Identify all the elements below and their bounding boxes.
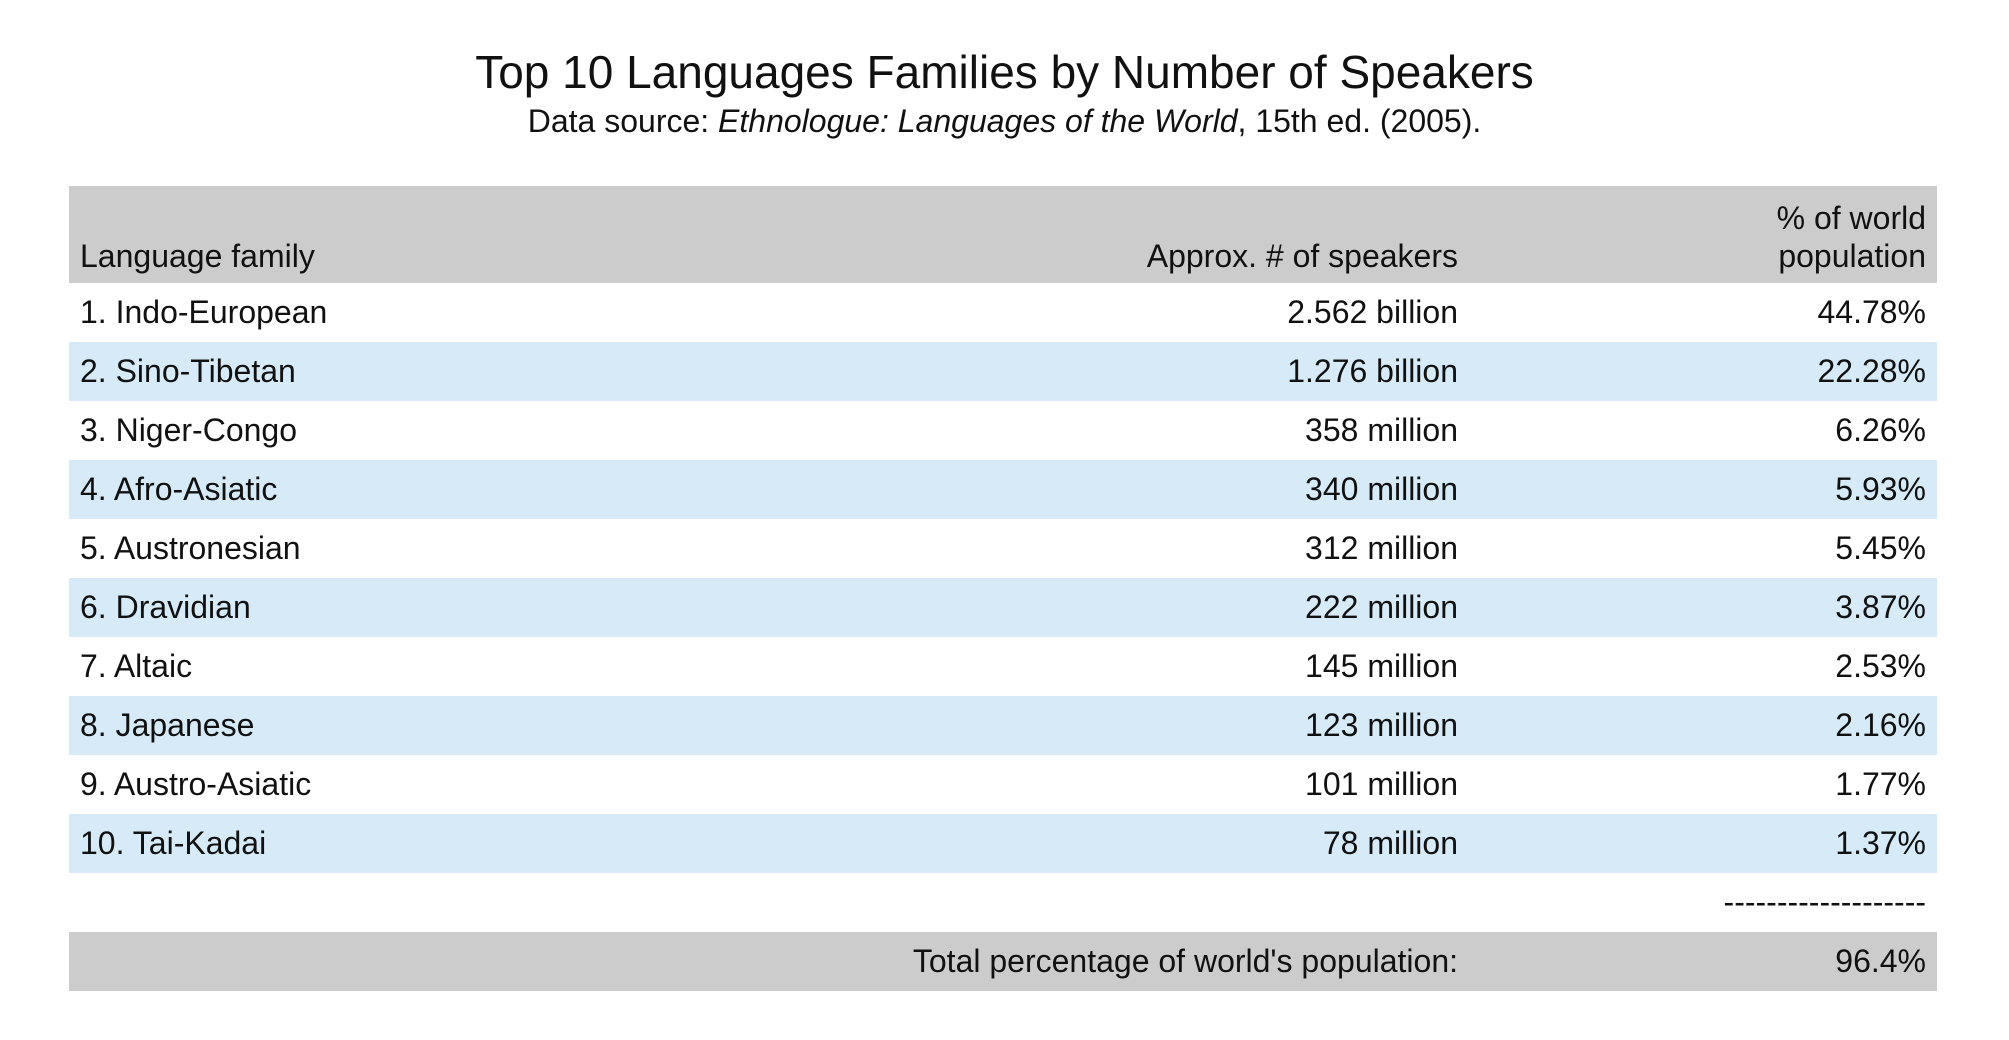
family-cell: 5. Austronesian <box>80 530 301 566</box>
total-row: Total percentage of world's population: … <box>69 932 1937 991</box>
table-row: 2. Sino-Tibetan 1.276 billion 22.28% <box>69 342 1937 401</box>
table-header-row: Language family Approx. # of speakers % … <box>69 186 1937 283</box>
percent-cell: 2.16% <box>1835 707 1926 743</box>
header-language-family: Language family <box>80 238 315 274</box>
table-row: 6. Dravidian 222 million 3.87% <box>69 578 1937 637</box>
speakers-cell: 358 million <box>1305 412 1458 448</box>
family-cell: 7. Altaic <box>80 648 193 684</box>
speakers-cell: 312 million <box>1305 530 1458 566</box>
table-row: 10. Tai-Kadai 78 million 1.37% <box>69 814 1937 873</box>
table-row: 5. Austronesian 312 million 5.45% <box>69 519 1937 578</box>
speakers-cell: 78 million <box>1322 825 1458 861</box>
table-row: 1. Indo-European 2.562 billion 44.78% <box>69 283 1937 342</box>
percent-cell: 3.87% <box>1835 589 1926 625</box>
header-percent: % of world population <box>1469 199 1937 275</box>
percent-cell: 6.26% <box>1835 412 1926 448</box>
family-cell: 2. Sino-Tibetan <box>80 353 296 389</box>
header-speakers: Approx. # of speakers <box>1146 238 1458 274</box>
speakers-cell: 145 million <box>1305 648 1458 684</box>
percent-cell: 2.53% <box>1835 648 1926 684</box>
percent-cell: 5.93% <box>1835 471 1926 507</box>
speakers-cell: 222 million <box>1305 589 1458 625</box>
table-row: 8. Japanese 123 million 2.16% <box>69 696 1937 755</box>
family-cell: 9. Austro-Asiatic <box>80 766 312 802</box>
family-cell: 10. Tai-Kadai <box>80 825 267 861</box>
speakers-cell: 2.562 billion <box>1287 294 1458 330</box>
data-source-subtitle: Data source: Ethnologue: Languages of th… <box>0 101 2009 141</box>
family-cell: 4. Afro-Asiatic <box>80 471 278 507</box>
table-row: 7. Altaic 145 million 2.53% <box>69 637 1937 696</box>
percent-cell: 22.28% <box>1817 353 1926 389</box>
speakers-cell: 1.276 billion <box>1287 353 1458 389</box>
percent-cell: 5.45% <box>1835 530 1926 566</box>
percent-cell: 1.37% <box>1835 825 1926 861</box>
subtitle-prefix: Data source: <box>527 103 719 139</box>
table-row: 3. Niger-Congo 358 million 6.26% <box>69 401 1937 460</box>
page-title: Top 10 Languages Families by Number of S… <box>475 46 1534 98</box>
family-cell: 3. Niger-Congo <box>80 412 297 448</box>
separator-row: ------------------- <box>69 873 1937 932</box>
subtitle-source-title: Ethnologue: Languages of the World <box>718 103 1238 139</box>
speakers-cell: 123 million <box>1305 707 1458 743</box>
header-percent-line1: % of world <box>1776 200 1926 236</box>
family-cell: 6. Dravidian <box>80 589 251 625</box>
speakers-cell: 101 million <box>1305 766 1458 802</box>
total-value: 96.4% <box>1835 943 1926 979</box>
family-cell: 1. Indo-European <box>80 294 328 330</box>
percent-cell: 1.77% <box>1835 766 1926 802</box>
percent-cell: 44.78% <box>1817 294 1926 330</box>
table-row: 9. Austro-Asiatic 101 million 1.77% <box>69 755 1937 814</box>
language-families-table: Language family Approx. # of speakers % … <box>69 186 1937 991</box>
total-label: Total percentage of world's population: <box>912 943 1458 979</box>
family-cell: 8. Japanese <box>80 707 255 743</box>
separator-dashes: ------------------- <box>1723 884 1926 920</box>
speakers-cell: 340 million <box>1305 471 1458 507</box>
table-row: 4. Afro-Asiatic 340 million 5.93% <box>69 460 1937 519</box>
header-percent-line2: population <box>1778 238 1926 274</box>
subtitle-suffix: , 15th ed. (2005). <box>1237 103 1482 139</box>
